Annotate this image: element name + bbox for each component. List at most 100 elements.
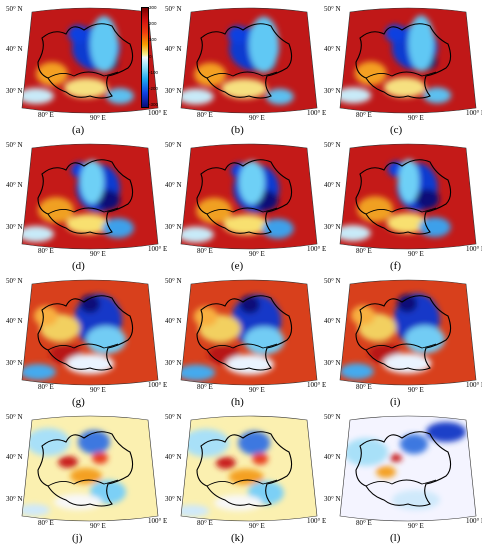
map-frame	[180, 143, 318, 250]
map-frame	[21, 415, 159, 522]
field-anomaly	[265, 88, 294, 105]
map-image	[339, 279, 477, 386]
latitude-label: 30° N	[165, 495, 182, 503]
field-anomaly	[221, 78, 268, 99]
field-anomaly	[64, 78, 108, 98]
field-anomaly	[22, 364, 56, 380]
field-anomaly	[383, 77, 426, 98]
map-panel: 50° N 40° N 30° N 80° E 90° E 100° E (e)	[165, 140, 327, 275]
region-border	[196, 431, 293, 507]
field-anomaly	[92, 452, 108, 464]
latitude-label: 30° N	[165, 223, 182, 231]
field-anomaly	[252, 452, 269, 465]
longitude-label: 90° E	[90, 250, 106, 258]
map-panel: 50° N 40° N 30° N 80° E 90° E 100° E (g)	[6, 276, 168, 411]
field-anomaly	[80, 295, 100, 313]
field-anomaly	[223, 214, 270, 235]
latitude-label: 50° N	[324, 277, 341, 285]
latitude-label: 30° N	[165, 87, 182, 95]
field-anomaly	[400, 434, 428, 454]
panel-label: (b)	[231, 124, 244, 136]
latitude-label: 50° N	[165, 413, 182, 421]
map-frame	[180, 415, 318, 522]
field-anomaly	[194, 62, 227, 87]
map-image	[21, 415, 159, 522]
inner-border	[206, 207, 278, 215]
longitude-label: 80° E	[38, 111, 54, 119]
map-frame	[180, 7, 318, 114]
map-panel: 50° N 40° N 30° N 80° E 90° E 100° E (f)	[324, 140, 482, 275]
longitude-label: 80° E	[356, 247, 372, 255]
map-panel: 50° N 40° N 30° N 80° E 90° E 100° E (d)	[6, 140, 168, 275]
colorbar	[141, 7, 149, 108]
map-frame	[21, 7, 159, 114]
latitude-label: 30° N	[324, 359, 341, 367]
longitude-label: 90° E	[249, 386, 265, 394]
map-frame	[339, 7, 477, 114]
latitude-label: 50° N	[6, 413, 23, 421]
longitude-label: 100° E	[148, 381, 168, 389]
field-anomaly	[181, 226, 214, 243]
inner-border	[47, 343, 119, 351]
inner-border	[365, 71, 437, 79]
field-anomaly	[340, 225, 371, 242]
field-anomaly	[34, 306, 58, 326]
field-anomaly	[96, 190, 120, 210]
latitude-label: 40° N	[6, 181, 23, 189]
longitude-label: 80° E	[197, 247, 213, 255]
region-border	[355, 23, 452, 99]
field-anomaly	[386, 213, 428, 234]
field-anomaly	[90, 16, 118, 72]
field-anomaly	[426, 422, 466, 442]
longitude-label: 90° E	[408, 522, 424, 530]
latitude-label: 40° N	[324, 453, 341, 461]
inner-border	[365, 479, 437, 487]
field-anomaly	[22, 226, 54, 242]
region-border	[196, 159, 293, 235]
field-anomaly	[78, 430, 110, 454]
field-anomaly	[344, 438, 388, 466]
longitude-label: 80° E	[356, 519, 372, 527]
field-anomaly	[423, 87, 452, 104]
field-anomaly	[54, 494, 102, 510]
field-anomaly	[193, 306, 218, 327]
longitude-label: 100° E	[466, 381, 482, 389]
longitude-label: 80° E	[38, 247, 54, 255]
latitude-label: 50° N	[6, 5, 23, 13]
latitude-label: 40° N	[165, 45, 182, 53]
longitude-label: 90° E	[249, 250, 265, 258]
latitude-label: 30° N	[6, 87, 23, 95]
latitude-label: 50° N	[165, 141, 182, 149]
field-anomaly	[351, 305, 376, 326]
inner-border	[206, 479, 278, 487]
longitude-label: 80° E	[38, 383, 54, 391]
latitude-label: 40° N	[324, 45, 341, 53]
map-image	[339, 415, 477, 522]
colorbar-tick: 100	[149, 37, 157, 42]
colorbar-tick: 300	[149, 5, 157, 10]
longitude-label: 80° E	[38, 519, 54, 527]
latitude-label: 50° N	[6, 141, 23, 149]
field-anomaly	[181, 88, 214, 105]
map-image	[339, 7, 477, 114]
panel-label: (f)	[390, 260, 401, 272]
longitude-label: 90° E	[408, 114, 424, 122]
latitude-label: 50° N	[324, 141, 341, 149]
field-anomaly	[86, 326, 126, 354]
longitude-label: 100° E	[466, 517, 482, 525]
map-panel: 50° N 40° N 30° N 80° E 90° E 100° E (c)	[324, 4, 482, 139]
colorbar-tick: -100	[149, 70, 159, 75]
latitude-label: 40° N	[6, 45, 23, 53]
latitude-label: 40° N	[165, 453, 182, 461]
field-anomaly	[408, 15, 435, 72]
longitude-label: 100° E	[466, 109, 482, 117]
inner-border	[365, 343, 437, 351]
inner-border	[206, 343, 278, 351]
map-panel: 50° N 40° N 30° N 80° E 90° E 100° E (k)	[165, 412, 327, 547]
panel-label: (c)	[390, 124, 403, 136]
latitude-label: 50° N	[6, 277, 23, 285]
field-anomaly	[215, 456, 236, 469]
map-image	[21, 279, 159, 386]
map-frame	[339, 415, 477, 522]
longitude-label: 100° E	[148, 245, 168, 253]
